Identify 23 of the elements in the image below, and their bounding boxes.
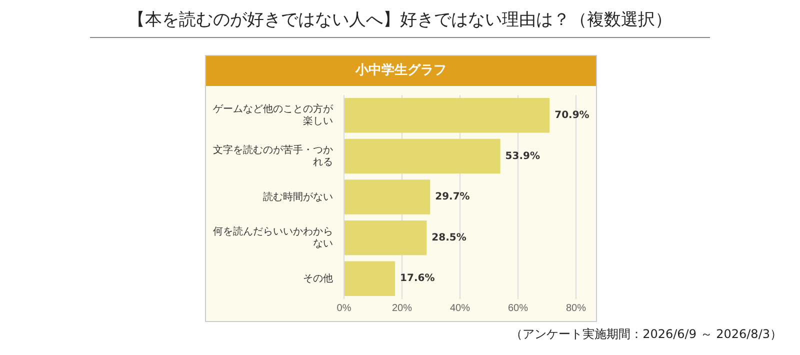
data-label: 70.9% [554, 110, 590, 121]
x-tick-label: 40% [450, 302, 470, 314]
data-label: 53.9% [505, 150, 540, 162]
data-label: 29.7% [435, 192, 470, 203]
chart-subtitle: 小中学生グラフ [206, 56, 596, 86]
y-tick-label: 文字を読むのが苦手・つかれる [213, 144, 333, 168]
x-tick-label: 60% [508, 302, 528, 314]
y-tick-label: その他 [303, 272, 333, 284]
x-tick-label: 20% [392, 302, 412, 314]
data-label: 28.5% [432, 232, 466, 244]
bar [344, 261, 396, 296]
y-tick-label: 何を読んだらいいかわからない [213, 226, 333, 250]
text: （アンケート実施期間：2026/6/9 ～ 2026/8/3） [510, 326, 782, 343]
bar [344, 138, 500, 174]
x-tick-label: 0% [336, 302, 352, 314]
y-tick-label: ゲームなど他のことの方が楽しい [213, 103, 334, 128]
bar [344, 180, 430, 214]
y-tick-label: 読む時間がない [263, 190, 333, 203]
bar [344, 220, 427, 256]
data-label: 17.6% [400, 273, 435, 284]
chart-title: 【本を読むのが好きではない人へ】好きではない理由は？（複数選択） [90, 8, 710, 38]
x-tick-label: 80% [566, 302, 586, 314]
bar [344, 98, 550, 133]
